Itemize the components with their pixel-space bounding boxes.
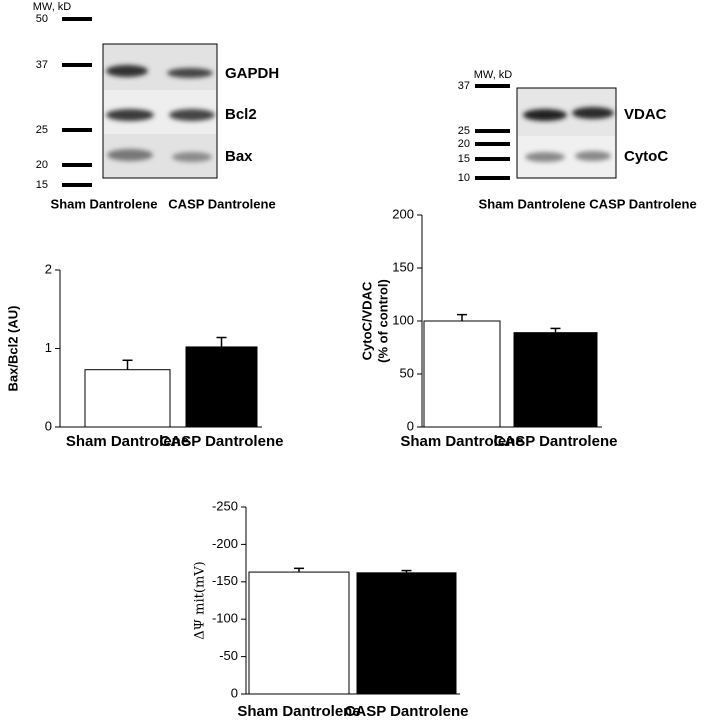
blot-image [102, 43, 218, 179]
x-tick-label: CASP Dantrolene [160, 433, 284, 450]
y-tick-label: -100 [212, 611, 238, 626]
y-tick-label: 2 [45, 261, 52, 276]
mw-marker-label: 10 [458, 172, 470, 184]
y-axis-label: ΔΨ mit(mV) [193, 561, 208, 640]
band-label: CytoC [624, 148, 668, 165]
y-tick-label: -250 [212, 498, 238, 513]
y-tick-label: 0 [231, 685, 238, 700]
mw-marker-label: 20 [458, 138, 470, 150]
lane-label: CASP Dantrolene [589, 196, 696, 211]
y-tick-label: 0 [45, 418, 52, 433]
mw-marker-label: 37 [36, 59, 48, 71]
x-tick-label: CASP Dantrolene [345, 703, 469, 720]
bar [248, 571, 350, 695]
y-tick-label: -200 [212, 536, 238, 551]
mw-marker-label: 50 [36, 13, 48, 25]
y-tick-label: -150 [212, 573, 238, 588]
blot-image [516, 87, 617, 179]
lane-label: Sham Dantrolene [51, 196, 158, 211]
y-axis-label: (% of control) [375, 279, 390, 363]
y-tick-label: 0 [407, 418, 414, 433]
mw-marker-label: 15 [458, 153, 470, 165]
y-tick-label: 200 [392, 206, 414, 221]
mw-marker-label: 25 [36, 124, 48, 136]
bar [185, 346, 258, 428]
x-tick-label: Sham Dantrolene [400, 433, 523, 450]
lane-label: Sham Dantrolene [479, 196, 586, 211]
mw-marker-label: 20 [36, 159, 48, 171]
x-tick-label: Sham Dantrolene [66, 433, 189, 450]
bar [356, 572, 457, 695]
mw-marker-label: 25 [458, 125, 470, 137]
mw-label: MW, kD [474, 69, 513, 81]
y-tick-label: 1 [45, 340, 52, 355]
y-tick-label: 100 [392, 312, 414, 327]
band-label: Bcl2 [225, 106, 257, 123]
bar [84, 369, 171, 428]
y-tick-label: 50 [400, 365, 414, 380]
lane-label: CASP Dantrolene [168, 196, 275, 211]
bar [513, 332, 598, 428]
mw-marker-label: 15 [36, 179, 48, 191]
bar [423, 320, 501, 428]
mw-label: MW, kD [33, 1, 72, 13]
y-tick-label: -50 [219, 648, 238, 663]
band-label: VDAC [624, 106, 667, 123]
band-label: Bax [225, 148, 253, 165]
y-axis-label: Bax/Bcl2 (AU) [5, 306, 20, 392]
band-label: GAPDH [225, 65, 279, 82]
x-tick-label: CASP Dantrolene [494, 433, 618, 450]
y-axis-label: CytoC/VDAC [359, 281, 374, 360]
mw-marker-label: 37 [458, 80, 470, 92]
x-tick-label: Sham Dantrolene [237, 703, 360, 720]
y-tick-label: 150 [392, 259, 414, 274]
